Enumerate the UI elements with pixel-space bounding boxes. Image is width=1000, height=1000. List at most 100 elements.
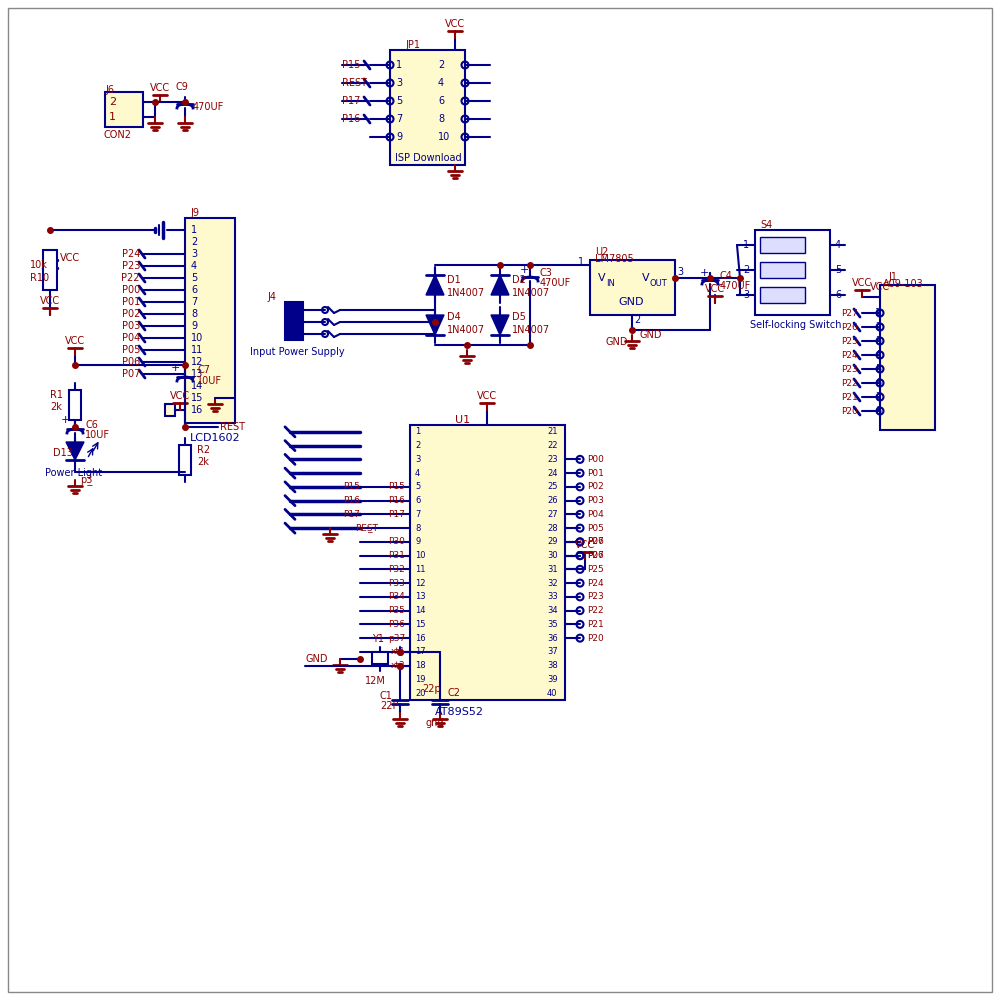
Text: J6: J6 — [105, 85, 114, 95]
Text: P24: P24 — [841, 351, 858, 360]
Text: 4: 4 — [835, 240, 841, 250]
Text: P23: P23 — [122, 261, 140, 271]
Text: 5: 5 — [396, 96, 402, 106]
Text: 38: 38 — [547, 661, 558, 670]
Bar — [390, 50, 465, 165]
Text: ISP Download: ISP Download — [395, 153, 462, 163]
Bar — [755, 230, 830, 315]
Text: D1: D1 — [447, 275, 461, 285]
Text: IN: IN — [606, 278, 615, 288]
Text: V: V — [642, 273, 650, 283]
Text: P23: P23 — [587, 592, 604, 601]
Text: 13: 13 — [191, 369, 203, 379]
Text: P15: P15 — [342, 60, 360, 70]
Text: 36: 36 — [547, 634, 558, 643]
Polygon shape — [491, 315, 509, 335]
Text: 5: 5 — [875, 364, 881, 374]
Text: LCD1602: LCD1602 — [190, 433, 241, 443]
Text: 2k: 2k — [50, 402, 62, 412]
Text: 10k: 10k — [30, 260, 48, 270]
Text: VCC: VCC — [150, 83, 170, 93]
Text: U2: U2 — [595, 247, 608, 257]
Text: 1: 1 — [578, 257, 584, 267]
Text: +: + — [171, 363, 180, 373]
Text: R2: R2 — [197, 445, 210, 455]
Text: P07: P07 — [587, 551, 604, 560]
Text: 3: 3 — [743, 290, 749, 300]
Text: 6: 6 — [415, 496, 420, 505]
Text: 470UF: 470UF — [193, 102, 224, 112]
Bar — [372, 652, 388, 664]
Bar — [760, 287, 805, 303]
Text: 11: 11 — [415, 565, 426, 574]
Text: 1: 1 — [415, 427, 420, 436]
Text: 4: 4 — [415, 469, 420, 478]
Text: P20: P20 — [841, 406, 858, 416]
Text: P06: P06 — [122, 357, 140, 367]
Text: P06: P06 — [587, 537, 604, 546]
Text: 24: 24 — [547, 469, 558, 478]
Text: J9: J9 — [190, 208, 199, 218]
Text: P05: P05 — [122, 345, 140, 355]
Bar — [880, 285, 935, 430]
Text: 10UF: 10UF — [85, 430, 110, 440]
Text: 5: 5 — [835, 265, 841, 275]
Text: 1: 1 — [109, 112, 116, 122]
Text: 4: 4 — [875, 350, 881, 360]
Text: 27: 27 — [547, 510, 558, 519]
Polygon shape — [426, 275, 444, 295]
Text: gnd: gnd — [425, 718, 444, 728]
Text: P16: P16 — [342, 114, 360, 124]
Text: P27: P27 — [587, 537, 604, 546]
Bar — [590, 260, 675, 315]
Text: 1: 1 — [396, 60, 402, 70]
Text: 2: 2 — [743, 265, 749, 275]
Text: LM7805: LM7805 — [595, 254, 634, 264]
Text: +: + — [700, 268, 709, 278]
Text: 17: 17 — [415, 647, 426, 656]
Text: 5: 5 — [415, 482, 420, 491]
Text: VCC: VCC — [445, 19, 465, 29]
Text: 30: 30 — [547, 551, 558, 560]
Bar — [43, 250, 57, 290]
Text: P01: P01 — [122, 297, 140, 307]
Text: 8: 8 — [191, 309, 197, 319]
Text: 9: 9 — [396, 132, 402, 142]
Polygon shape — [66, 442, 84, 460]
Text: 1N4007: 1N4007 — [512, 325, 550, 335]
Polygon shape — [491, 275, 509, 295]
Text: 2: 2 — [415, 441, 420, 450]
Text: P27: P27 — [841, 308, 858, 318]
Text: P22: P22 — [587, 606, 604, 615]
Text: 32: 32 — [547, 579, 558, 588]
Text: D2: D2 — [512, 275, 526, 285]
Text: 18: 18 — [415, 661, 426, 670]
Text: 13: 13 — [415, 592, 426, 601]
Text: P04: P04 — [587, 510, 604, 519]
Polygon shape — [426, 315, 444, 335]
Text: Y1: Y1 — [372, 634, 384, 644]
Text: Input Power Supply: Input Power Supply — [250, 347, 345, 357]
Text: P00: P00 — [587, 455, 604, 464]
Text: 2: 2 — [109, 97, 116, 107]
Text: 3: 3 — [191, 249, 197, 259]
Text: 37: 37 — [547, 647, 558, 656]
Text: P05: P05 — [587, 524, 604, 533]
Bar — [165, 404, 175, 416]
Text: 12: 12 — [191, 357, 203, 367]
Text: REST: REST — [220, 422, 245, 432]
Text: 15: 15 — [415, 620, 426, 629]
Text: P20: P20 — [587, 634, 604, 643]
Text: V: V — [598, 273, 606, 283]
Text: 1N4007: 1N4007 — [447, 288, 485, 298]
Text: P25: P25 — [587, 565, 604, 574]
Text: OUT: OUT — [650, 278, 668, 288]
Text: 8: 8 — [415, 524, 420, 533]
Text: 14: 14 — [415, 606, 426, 615]
Text: 26: 26 — [547, 496, 558, 505]
Text: 4: 4 — [191, 261, 197, 271]
Text: 6: 6 — [191, 285, 197, 295]
Text: R1: R1 — [50, 390, 63, 400]
Text: 1N4007: 1N4007 — [512, 288, 550, 298]
Text: 8: 8 — [438, 114, 444, 124]
